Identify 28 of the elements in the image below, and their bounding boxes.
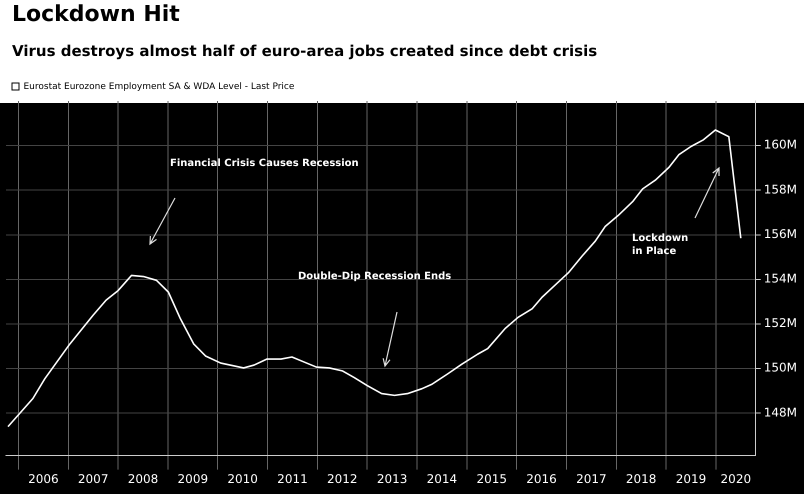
x-tick-label: 2018 [626,472,656,486]
annotation: Double-Dip Recession Ends [298,270,452,283]
y-tick-label: 160M [764,138,798,152]
annotation: Financial Crisis Causes Recession [170,157,359,170]
y-tick-label: 158M [764,182,798,196]
x-tick-label: 2007 [78,472,108,486]
x-tick-label: 2011 [277,472,308,486]
x-tick-label: 2008 [128,472,158,486]
y-tick-label: 150M [764,360,798,375]
y-tick-label: 152M [764,316,798,330]
x-tick-label: 2016 [526,472,557,486]
x-tick-label: 2015 [476,472,507,486]
x-tick-label: 2010 [227,472,258,486]
x-tick-label: 2006 [28,472,59,486]
x-tick-label: 2012 [326,472,358,486]
chart-title: Lockdown Hit [12,2,180,27]
annotation: Lockdown in Place [632,232,688,258]
x-tick-label: 2019 [676,472,706,486]
x-tick-label: 2014 [426,472,458,486]
x-tick-label: 2017 [576,472,607,486]
x-tick-label: 2020 [720,472,752,486]
chart-subtitle: Virus destroys almost half of euro-area jobs created since debt crisis [12,42,598,60]
y-tick-label: 148M [764,405,798,420]
y-tick-label: 156M [764,226,798,241]
legend-label: Eurostat Eurozone Employment SA & WDA Level - Last Price [24,82,295,92]
x-tick-label: 2013 [376,472,408,486]
x-tick-label: 2009 [178,472,208,486]
y-tick-label: 154M [764,272,798,286]
